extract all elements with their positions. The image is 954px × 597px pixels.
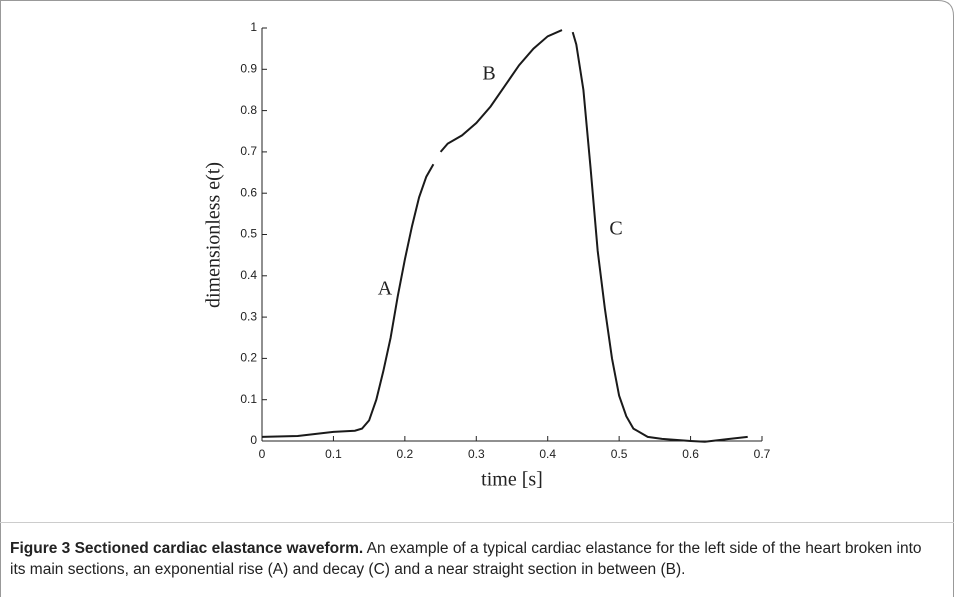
- x-tick-label: 0.5: [611, 447, 628, 461]
- x-tick-label: 0.2: [397, 447, 414, 461]
- y-axis-label: dimensionless e(t): [203, 162, 225, 308]
- annotation: C: [609, 218, 622, 240]
- line: [261, 29, 748, 443]
- caption-title: Figure 3 Sectioned cardiac elastance wav…: [10, 540, 364, 557]
- caption-text: An example of a typical cardiac elastanc…: [10, 540, 922, 578]
- caption: Figure 3 Sectioned cardiac elastance wav…: [10, 538, 940, 580]
- y-tick-label: 0.4: [240, 268, 257, 282]
- x-tick-label: 0.4: [539, 447, 556, 461]
- annotation: A: [378, 278, 393, 300]
- y-tick-label: 0.2: [240, 351, 257, 365]
- x-tick-label: 0.3: [468, 447, 485, 461]
- y-tick-label: 0.8: [240, 103, 257, 117]
- y-tick-label: 0.5: [240, 227, 257, 241]
- x-axis-label: time [s]: [481, 469, 543, 491]
- y-tick-label: 0.6: [240, 185, 257, 199]
- annotation: B: [482, 63, 495, 85]
- x-tick-label: 0.1: [325, 447, 342, 461]
- y-tick-label: 0.3: [240, 309, 257, 323]
- y-tick-label: 0.1: [240, 392, 257, 406]
- y-tick-label: 0: [250, 433, 257, 447]
- x-tick-label: 0.7: [754, 447, 771, 461]
- y-tick-label: 1: [250, 20, 257, 34]
- y-tick-label: 0.9: [240, 61, 257, 75]
- x-tick-label: 0: [259, 447, 266, 461]
- y-tick-label: 0.7: [240, 144, 257, 158]
- x-tick-label: 0.6: [682, 447, 699, 461]
